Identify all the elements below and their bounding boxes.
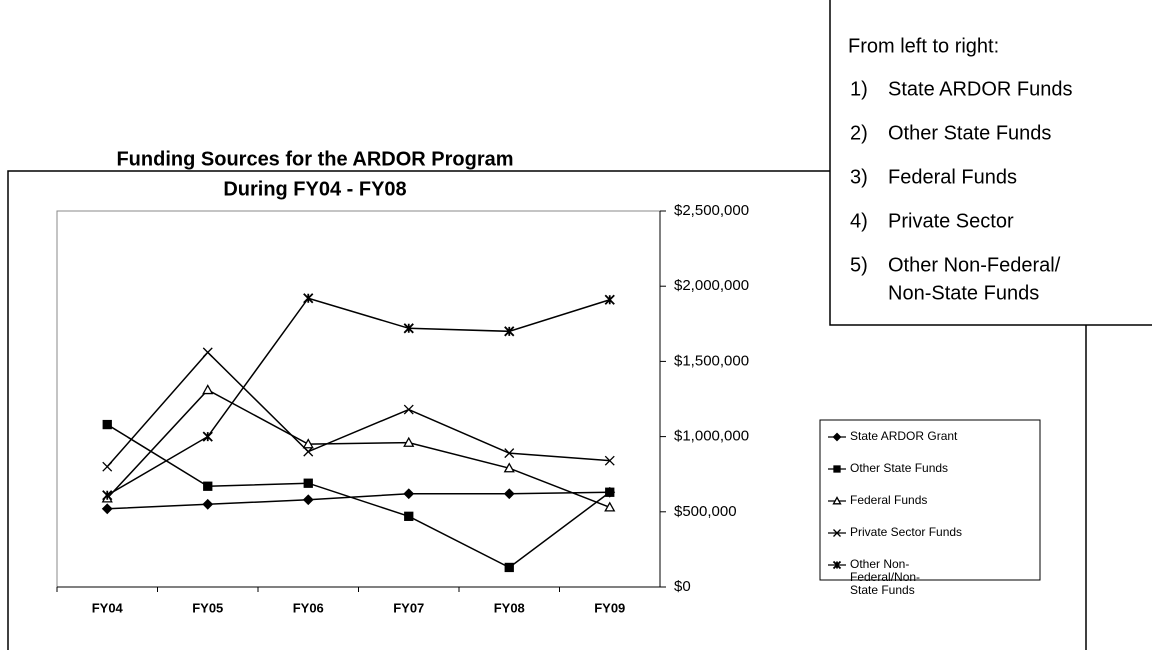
legend-label: Private Sector Funds bbox=[850, 525, 963, 539]
chart-title: Funding Sources for the ARDOR Program bbox=[116, 148, 513, 170]
y-tick-label: $0 bbox=[674, 578, 691, 595]
marker bbox=[503, 462, 515, 473]
callout-number: 1) bbox=[850, 78, 868, 100]
marker bbox=[832, 496, 842, 505]
marker bbox=[604, 294, 615, 305]
marker bbox=[404, 511, 414, 521]
callout-box bbox=[829, 0, 1152, 326]
marker bbox=[832, 560, 842, 570]
y-tick-label: $2,000,000 bbox=[674, 277, 749, 294]
marker bbox=[101, 503, 113, 515]
series-line bbox=[106, 389, 611, 508]
marker bbox=[403, 436, 415, 447]
marker bbox=[403, 488, 415, 500]
legend-label: Federal Funds bbox=[850, 493, 928, 507]
marker bbox=[403, 404, 414, 415]
marker bbox=[203, 481, 213, 491]
x-tick-label: FY06 bbox=[293, 600, 324, 615]
y-tick-label: $2,500,000 bbox=[674, 202, 749, 219]
legend-label: Other State Funds bbox=[850, 461, 949, 475]
callout-item: Private Sector bbox=[888, 210, 1014, 232]
callout-number: 3) bbox=[850, 166, 868, 188]
marker bbox=[504, 448, 515, 459]
y-tick-label: $500,000 bbox=[674, 503, 737, 520]
y-tick-label: $1,500,000 bbox=[674, 352, 749, 369]
callout-number: 2) bbox=[850, 122, 868, 144]
series-line bbox=[107, 491, 610, 510]
marker bbox=[102, 490, 113, 501]
marker bbox=[202, 431, 213, 442]
marker bbox=[604, 455, 615, 466]
callout-heading: From left to right: bbox=[848, 35, 999, 57]
callout-item: Other Non-Federal/ bbox=[888, 254, 1061, 276]
x-tick-label: FY05 bbox=[192, 600, 223, 615]
marker bbox=[504, 326, 515, 337]
callout-number: 5) bbox=[850, 254, 868, 276]
callout-item: State ARDOR Funds bbox=[888, 78, 1073, 100]
chart-subtitle: During FY04 - FY08 bbox=[223, 178, 406, 200]
series-line bbox=[106, 423, 611, 569]
legend-label: Other Non-Federal/Non-State Funds bbox=[850, 557, 921, 597]
x-tick-label: FY09 bbox=[594, 600, 625, 615]
marker bbox=[303, 293, 314, 304]
callout-item: Federal Funds bbox=[888, 166, 1017, 188]
callout-item: Other State Funds bbox=[888, 122, 1051, 144]
marker bbox=[202, 347, 213, 358]
marker bbox=[102, 419, 112, 430]
marker bbox=[302, 438, 314, 449]
legend-label: State ARDOR Grant bbox=[850, 429, 958, 443]
marker bbox=[832, 432, 842, 442]
marker bbox=[303, 478, 313, 488]
marker bbox=[302, 494, 314, 506]
callout-number: 4) bbox=[850, 210, 868, 232]
marker bbox=[605, 487, 615, 497]
marker bbox=[102, 461, 113, 472]
marker bbox=[202, 498, 214, 510]
x-tick-label: FY07 bbox=[393, 600, 424, 615]
callout-item: Non-State Funds bbox=[888, 282, 1039, 304]
marker bbox=[403, 323, 414, 334]
series-line bbox=[106, 297, 610, 496]
marker bbox=[503, 488, 515, 500]
marker bbox=[833, 465, 841, 473]
marker bbox=[303, 446, 314, 457]
marker bbox=[202, 384, 214, 395]
x-tick-label: FY08 bbox=[494, 600, 525, 615]
marker bbox=[833, 529, 841, 537]
y-tick-label: $1,000,000 bbox=[674, 428, 749, 445]
marker bbox=[604, 501, 616, 512]
legend-box bbox=[819, 419, 1041, 581]
series-line bbox=[106, 351, 610, 468]
x-tick-label: FY04 bbox=[92, 600, 124, 615]
marker bbox=[504, 562, 514, 573]
